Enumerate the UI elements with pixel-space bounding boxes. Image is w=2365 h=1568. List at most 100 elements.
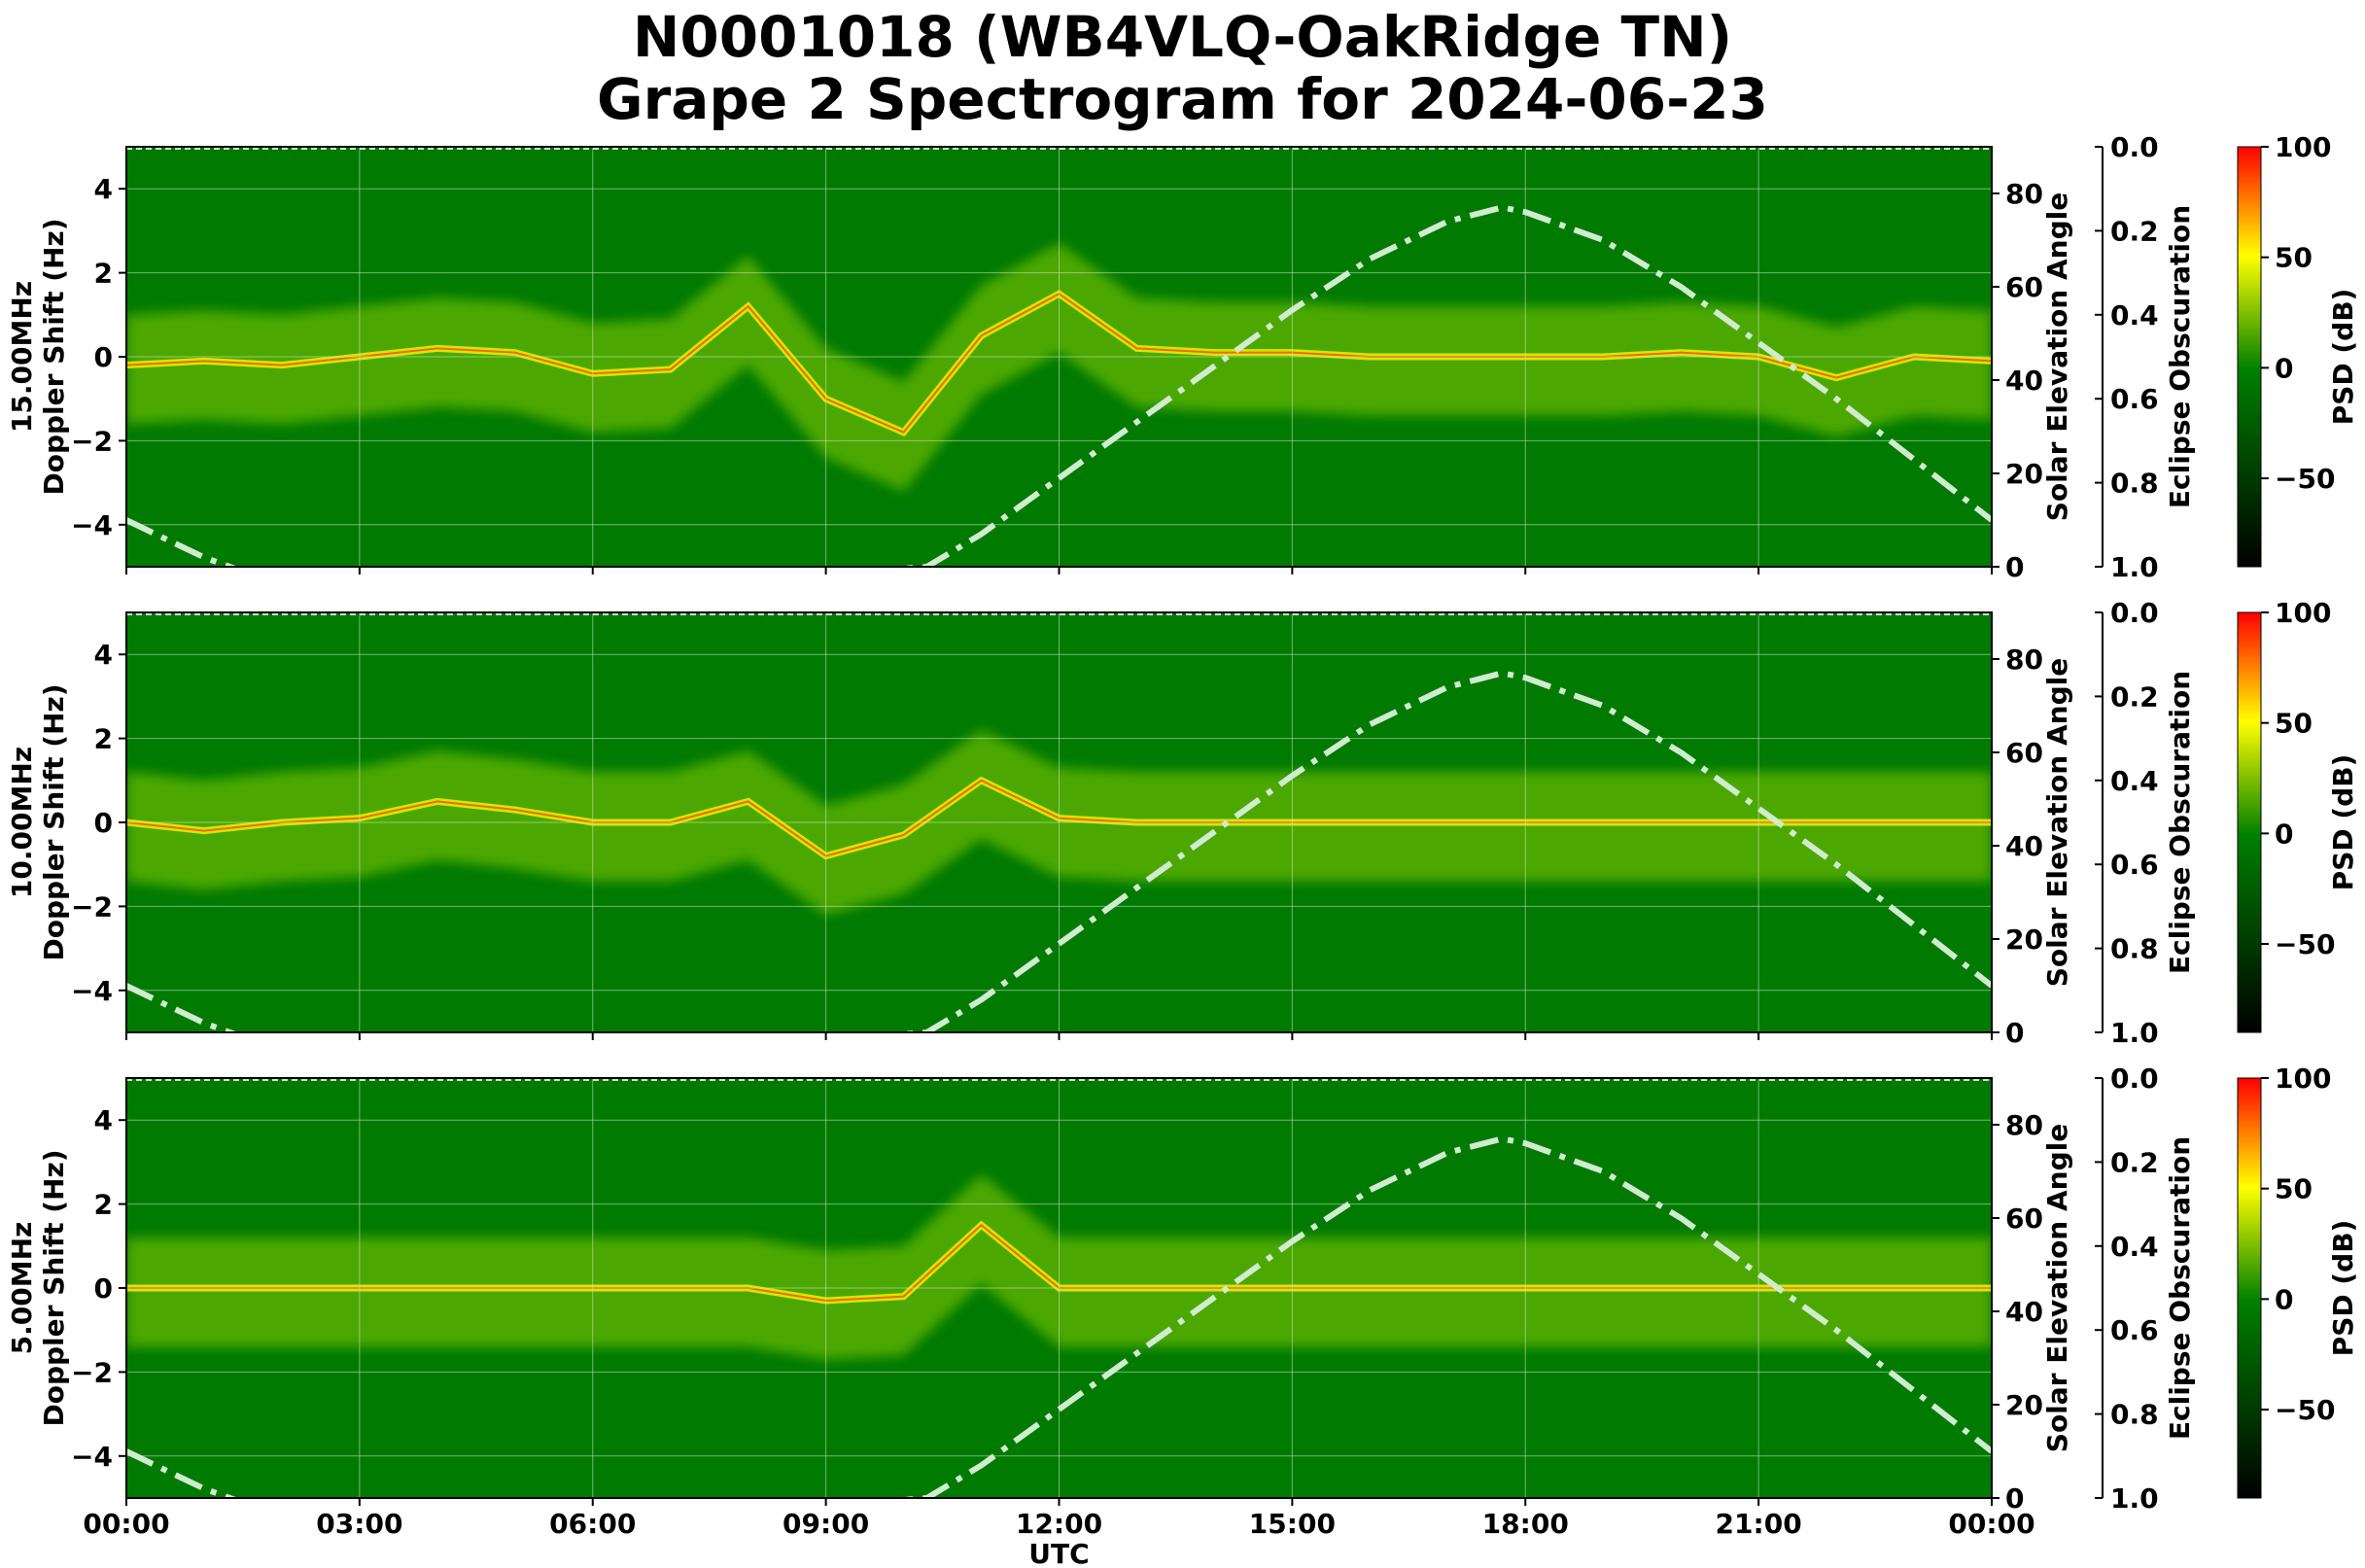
right-tick-label: 40 [2005,365,2043,397]
eclipse-axis-label: Eclipse Obscuration [2164,671,2196,974]
colorbar-tick-label: 50 [2275,1173,2313,1205]
right-tick-label: 80 [2005,644,2043,676]
eclipse-tick-label: 0.8 [2110,468,2159,500]
x-tick-label: 21:00 [1716,1508,1802,1540]
eclipse-tick-label: 0.6 [2110,383,2159,415]
y-tick-label: −2 [71,1356,113,1388]
eclipse-tick-label: 1.0 [2110,1482,2159,1515]
right-tick-label: 0 [2005,1017,2024,1049]
y-tick-label: −4 [71,975,113,1007]
right-tick-label: 0 [2005,1482,2024,1515]
eclipse-tick-label: 0.6 [2110,849,2159,881]
colorbar-tick-label: 100 [2275,131,2331,163]
plot-content [126,147,1992,567]
right-tick-label: 40 [2005,830,2043,862]
y-axis-label: Doppler Shift (Hz) [38,1149,70,1426]
x-tick-label: 00:00 [83,1508,169,1540]
y-tick-label: −4 [71,1441,113,1473]
y-tick-label: −4 [71,509,113,541]
colorbar-tick-label: 0 [2275,1283,2293,1315]
colorbar-tick-label: 0 [2275,818,2293,850]
y-axis-label-freq: 5.00MHz [6,1222,38,1355]
right-tick-label: 0 [2005,551,2024,583]
solar-elevation-curve [126,204,1992,567]
solar-elevation-curve [126,670,1992,1032]
right-axis-label: Solar Elevation Angle [2041,192,2073,521]
x-tick-label: 06:00 [549,1508,636,1540]
eclipse-tick-label: 0.2 [2110,1146,2159,1178]
eclipse-tick-label: 0.4 [2110,765,2159,797]
title-line-2: Grape 2 Spectrogram for 2024-06-23 [597,66,1768,132]
right-tick-label: 20 [2005,458,2043,490]
right-tick-label: 80 [2005,178,2043,210]
colorbar-tick-label: −50 [2275,463,2335,495]
eclipse-tick-label: 0.8 [2110,1399,2159,1431]
eclipse-tick-label: 0.0 [2110,131,2159,163]
x-tick-label: 09:00 [783,1508,869,1540]
colorbar-tick-label: −50 [2275,928,2335,960]
panel-5.00MHz: 420−2−45.00MHz Doppler Shift (Hz)80604020… [6,1063,2359,1568]
y-tick-label: 2 [94,258,113,290]
colorbar-label: PSD (dB) [2327,1220,2359,1357]
y-axis-label-freq: 10.00MHz [6,747,38,898]
panel-10.00MHz: 420−2−410.00MHz Doppler Shift (Hz)8060402… [6,597,2359,1049]
x-tick-label: 03:00 [316,1508,402,1540]
eclipse-tick-label: 0.0 [2110,597,2159,629]
y-tick-label: 0 [94,1272,113,1305]
eclipse-tick-label: 0.6 [2110,1314,2159,1346]
eclipse-tick-label: 0.2 [2110,215,2159,247]
eclipse-tick-label: 0.0 [2110,1063,2159,1095]
right-tick-label: 60 [2005,737,2043,769]
colorbar-tick-label: 50 [2275,242,2313,274]
right-tick-label: 40 [2005,1296,2043,1328]
eclipse-tick-label: 0.8 [2110,933,2159,965]
chart-title: N0001018 (WB4VLQ-OakRidge TN) Grape 2 Sp… [0,0,2365,136]
y-tick-label: 0 [94,807,113,839]
y-axis-label-freq: 15.00MHz [6,281,38,433]
x-tick-label: 15:00 [1249,1508,1336,1540]
eclipse-tick-label: 1.0 [2110,1017,2159,1049]
y-tick-label: 0 [94,341,113,373]
eclipse-tick-label: 0.4 [2110,299,2159,331]
solar-elevation-curve [126,1135,1992,1498]
plot-content [126,1078,1992,1498]
x-tick-label: 18:00 [1482,1508,1569,1540]
colorbar [2237,1077,2262,1499]
colorbar-tick-label: 100 [2275,597,2331,629]
right-tick-label: 60 [2005,1202,2043,1235]
y-axis-label: Doppler Shift (Hz) [38,683,70,960]
y-tick-label: 4 [94,1104,113,1136]
x-tick-label: 12:00 [1016,1508,1102,1540]
eclipse-axis-label: Eclipse Obscuration [2164,1136,2196,1440]
title-line-1: N0001018 (WB4VLQ-OakRidge TN) [632,4,1733,70]
right-axis-label: Solar Elevation Angle [2041,658,2073,987]
right-tick-label: 20 [2005,923,2043,956]
colorbar [2237,146,2262,568]
colorbar-label: PSD (dB) [2327,754,2359,891]
panel-15.00MHz: 420−2−415.00MHz Doppler Shift (Hz)8060402… [6,131,2359,583]
colorbar-tick-label: 50 [2275,708,2313,740]
right-tick-label: 20 [2005,1389,2043,1421]
colorbar-tick-label: −50 [2275,1394,2335,1426]
right-axis-label: Solar Elevation Angle [2041,1124,2073,1452]
colorbar-tick-label: 0 [2275,352,2293,384]
eclipse-axis-label: Eclipse Obscuration [2164,205,2196,508]
colorbar [2237,611,2262,1033]
eclipse-tick-label: 1.0 [2110,551,2159,583]
plot-content [126,612,1992,1032]
x-tick-label: 00:00 [1948,1508,2035,1540]
colorbar-tick-label: 100 [2275,1063,2331,1095]
right-tick-label: 80 [2005,1109,2043,1141]
y-axis-label: Doppler Shift (Hz) [38,218,70,495]
x-axis-label: UTC [1028,1538,1089,1568]
y-tick-label: 4 [94,639,113,671]
y-tick-label: 4 [94,173,113,205]
eclipse-tick-label: 0.2 [2110,680,2159,713]
y-tick-label: 2 [94,723,113,755]
colorbar-label: PSD (dB) [2327,289,2359,426]
y-tick-label: −2 [71,425,113,457]
y-tick-label: −2 [71,890,113,923]
y-tick-label: 2 [94,1189,113,1221]
eclipse-tick-label: 0.4 [2110,1231,2159,1263]
